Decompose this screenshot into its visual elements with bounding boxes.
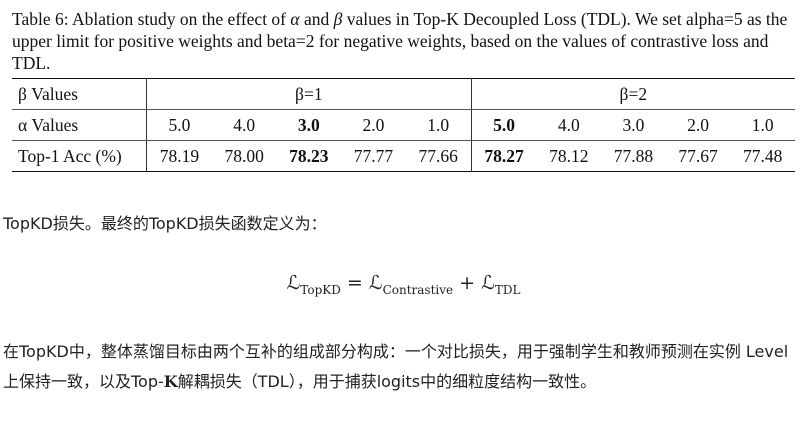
paragraph-text: 在TopKD中，整体蒸馏目标由两个互补的组成部分构成：一个对比损失，用于强制学生… bbox=[3, 342, 789, 391]
header-cell: β=2 bbox=[471, 78, 795, 110]
table-cell: 77.48 bbox=[742, 145, 783, 166]
table-cell: 4.0 bbox=[211, 109, 277, 141]
table-cell: 78.19 bbox=[159, 145, 200, 166]
table-caption: Table 6: Ablation study on the effect of… bbox=[12, 8, 797, 74]
row-label: α Values bbox=[12, 109, 147, 141]
formula-subscript: TopKD bbox=[300, 282, 341, 297]
caption-text: Table 6: Ablation study on the effect of bbox=[12, 9, 291, 29]
table-cell: 77.77 bbox=[353, 145, 394, 166]
ablation-table: β Values β=1 β=2 α Values 5.0 4.0 3.0 2.0 1.0… bbox=[12, 78, 795, 172]
table-cell: 3.0 bbox=[601, 109, 666, 141]
table-row: Top-1 Acc (%) 78.19 78.00 78.23 77.77 77.66 78… bbox=[12, 140, 795, 172]
formula-operator: = bbox=[346, 272, 363, 294]
table-row: α Values 5.0 4.0 3.0 2.0 1.0 5.0 4.0 3.0 2.0 1.0 bbox=[12, 109, 795, 141]
paragraph: TopKD损失。最终的TopKD损失函数定义为： bbox=[3, 214, 327, 233]
table-cell: 77.66 bbox=[405, 140, 472, 172]
header-cell: β Values bbox=[12, 78, 147, 110]
formula: ℒTopKD = ℒContrastive + ℒTDL bbox=[0, 272, 807, 297]
table-cell: 2.0 bbox=[665, 109, 731, 141]
formula-symbol: ℒ bbox=[368, 272, 383, 294]
table-cell: 78.12 bbox=[549, 145, 589, 166]
table-cell: 4.0 bbox=[536, 109, 602, 141]
paragraph-text: 解耦损失（TDL），用于捕获logits中的细粒度结构一致性。 bbox=[177, 372, 597, 391]
table-cell: 78.27 bbox=[484, 145, 524, 166]
table-cell: 77.88 bbox=[613, 145, 654, 166]
table-cell: 77.67 bbox=[678, 145, 718, 166]
caption-text: and bbox=[299, 9, 334, 29]
row-label: Top-1 Acc (%) bbox=[12, 140, 147, 172]
formula-operator: + bbox=[459, 272, 476, 294]
table-cell: 2.0 bbox=[341, 109, 406, 141]
table-cell: 78.00 bbox=[224, 145, 264, 166]
formula-subscript: Contrastive bbox=[382, 282, 454, 297]
table-cell: 78.23 bbox=[289, 145, 329, 166]
formula-symbol: ℒ bbox=[481, 272, 495, 294]
caption-symbol: α bbox=[290, 9, 300, 29]
table-cell: 1.0 bbox=[730, 109, 795, 141]
formula-subscript: TDL bbox=[494, 282, 521, 297]
table-cell: 5.0 bbox=[146, 109, 212, 141]
header-cell: β=1 bbox=[146, 78, 472, 110]
header-row: β Values β=1 β=2 bbox=[12, 78, 795, 110]
table-cell: 3.0 bbox=[276, 109, 342, 141]
paragraph: 在TopKD中，整体蒸馏目标由两个互补的组成部分构成：一个对比损失，用于强制学生… bbox=[3, 337, 798, 397]
table-cell: 1.0 bbox=[405, 109, 472, 141]
table-cell: 5.0 bbox=[471, 109, 537, 141]
math-symbol: K bbox=[163, 372, 178, 391]
formula-symbol: ℒ bbox=[286, 272, 301, 294]
caption-text: values in Top-K Decoupled Loss (TDL). We… bbox=[12, 9, 788, 73]
caption-symbol: β bbox=[333, 9, 343, 29]
